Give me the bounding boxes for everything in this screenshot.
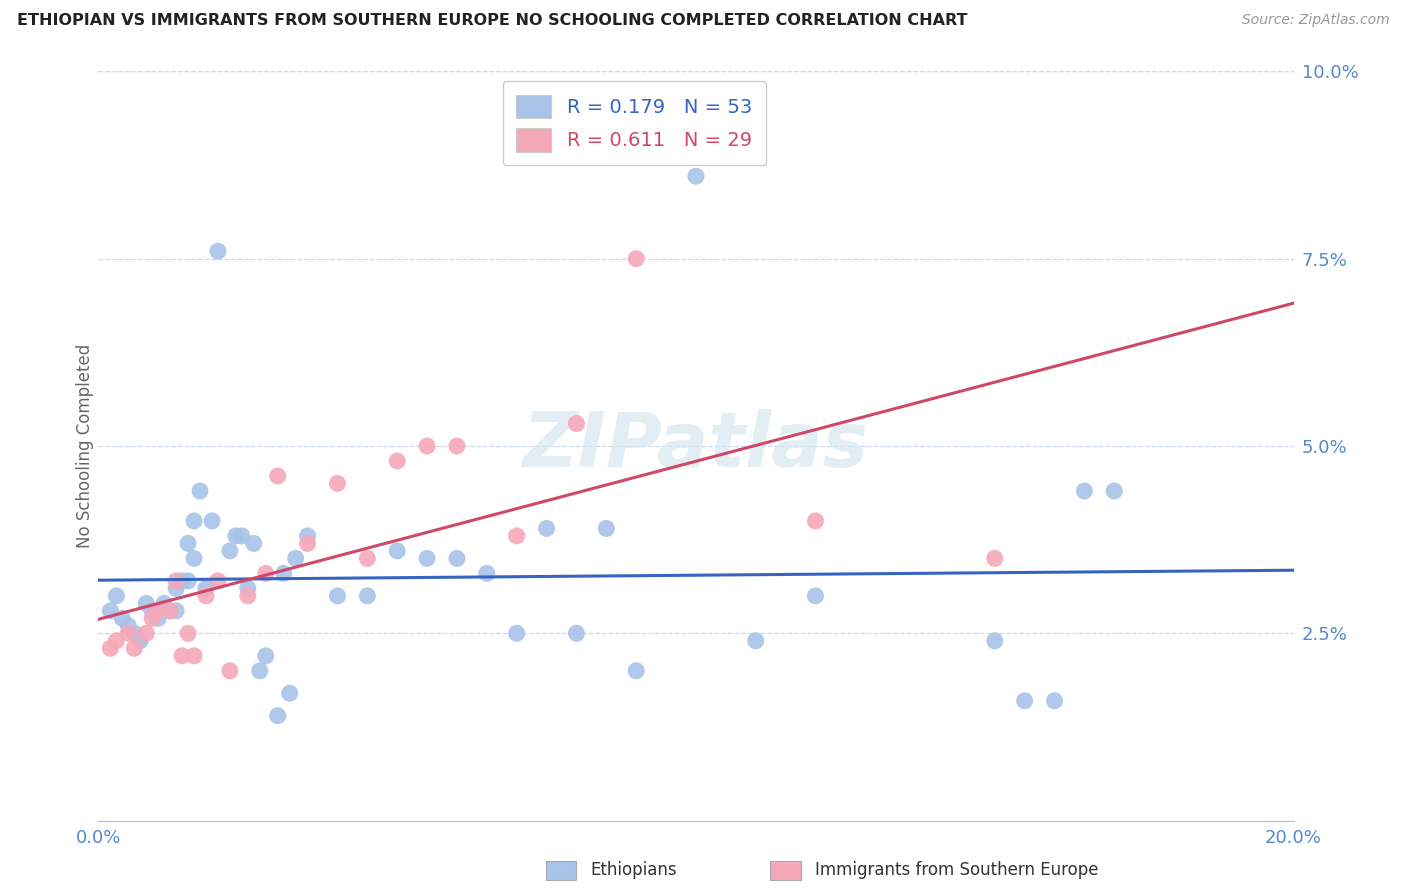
Point bbox=[267, 708, 290, 723]
Point bbox=[177, 536, 200, 550]
Point bbox=[105, 633, 128, 648]
Point bbox=[141, 611, 163, 625]
Point bbox=[804, 589, 827, 603]
Point bbox=[98, 604, 122, 618]
Point bbox=[446, 439, 468, 453]
Point bbox=[984, 633, 1007, 648]
Point bbox=[685, 169, 707, 184]
Point bbox=[284, 551, 307, 566]
Point bbox=[565, 417, 588, 431]
Point bbox=[254, 566, 277, 581]
Text: ETHIOPIAN VS IMMIGRANTS FROM SOUTHERN EUROPE NO SCHOOLING COMPLETED CORRELATION : ETHIOPIAN VS IMMIGRANTS FROM SOUTHERN EU… bbox=[17, 13, 967, 29]
Point bbox=[356, 551, 378, 566]
Point bbox=[117, 619, 139, 633]
Point bbox=[745, 633, 768, 648]
Point bbox=[565, 626, 588, 640]
Point bbox=[595, 521, 617, 535]
Point bbox=[165, 582, 187, 596]
Point bbox=[243, 536, 266, 550]
Point bbox=[117, 626, 139, 640]
Point bbox=[626, 252, 648, 266]
Point bbox=[172, 574, 194, 588]
Point bbox=[356, 589, 378, 603]
Point bbox=[165, 604, 187, 618]
Point bbox=[219, 544, 242, 558]
Text: ZIPatlas: ZIPatlas bbox=[523, 409, 869, 483]
Point bbox=[804, 514, 827, 528]
Point bbox=[416, 439, 439, 453]
Point bbox=[536, 521, 558, 535]
Point bbox=[195, 582, 218, 596]
Text: Immigrants from Southern Europe: Immigrants from Southern Europe bbox=[815, 861, 1099, 879]
Point bbox=[984, 551, 1007, 566]
Point bbox=[183, 648, 205, 663]
Point bbox=[416, 551, 439, 566]
Point bbox=[506, 626, 529, 640]
Point bbox=[326, 589, 349, 603]
Point bbox=[201, 514, 224, 528]
Point bbox=[195, 589, 218, 603]
Point bbox=[1104, 483, 1126, 498]
Point bbox=[105, 589, 128, 603]
Point bbox=[207, 574, 229, 588]
Point bbox=[254, 648, 277, 663]
Point bbox=[1073, 483, 1095, 498]
Point bbox=[177, 574, 200, 588]
Point bbox=[267, 469, 290, 483]
Point bbox=[219, 664, 242, 678]
Point bbox=[297, 529, 319, 543]
Point bbox=[278, 686, 301, 700]
Point bbox=[225, 529, 247, 543]
Point bbox=[98, 641, 122, 656]
Point bbox=[446, 551, 468, 566]
Point bbox=[165, 574, 187, 588]
Point bbox=[148, 611, 170, 625]
Point bbox=[385, 544, 409, 558]
Point bbox=[148, 604, 170, 618]
Point bbox=[1043, 694, 1066, 708]
Point bbox=[177, 626, 200, 640]
Point bbox=[1014, 694, 1036, 708]
Point bbox=[129, 633, 152, 648]
Point bbox=[326, 476, 349, 491]
Y-axis label: No Schooling Completed: No Schooling Completed bbox=[76, 344, 94, 548]
Point bbox=[475, 566, 498, 581]
Point bbox=[188, 483, 211, 498]
Text: Source: ZipAtlas.com: Source: ZipAtlas.com bbox=[1241, 13, 1389, 28]
Point bbox=[183, 514, 205, 528]
Legend: R = 0.179   N = 53, R = 0.611   N = 29: R = 0.179 N = 53, R = 0.611 N = 29 bbox=[502, 81, 765, 166]
Point bbox=[159, 604, 181, 618]
Point bbox=[626, 664, 648, 678]
Point bbox=[135, 596, 157, 610]
Point bbox=[231, 529, 253, 543]
Point bbox=[236, 582, 259, 596]
Point bbox=[159, 604, 181, 618]
Point bbox=[111, 611, 134, 625]
Point bbox=[297, 536, 319, 550]
Point bbox=[273, 566, 295, 581]
Point bbox=[141, 604, 163, 618]
Point bbox=[124, 626, 146, 640]
Text: Ethiopians: Ethiopians bbox=[591, 861, 678, 879]
Point bbox=[183, 551, 205, 566]
Point bbox=[506, 529, 529, 543]
Point bbox=[207, 244, 229, 259]
Point bbox=[385, 454, 409, 468]
Point bbox=[172, 648, 194, 663]
Point bbox=[135, 626, 157, 640]
Point bbox=[124, 641, 146, 656]
Point bbox=[153, 596, 176, 610]
Point bbox=[236, 589, 259, 603]
Point bbox=[249, 664, 271, 678]
